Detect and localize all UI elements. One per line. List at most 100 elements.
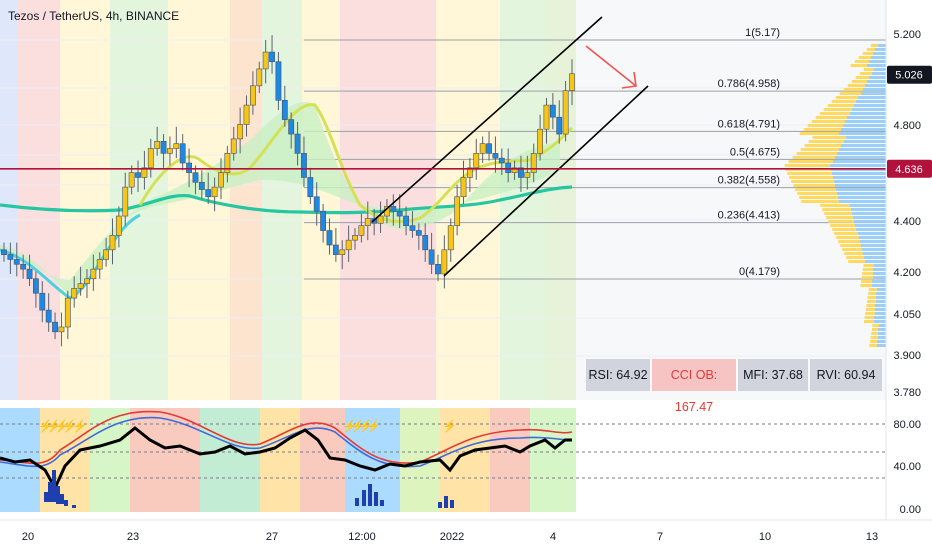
channel-upper-line[interactable] [371, 16, 603, 223]
candle-body-78 [498, 157, 505, 164]
price-tick-label: 4.200 [893, 267, 921, 279]
osc-volume-bar-1 [48, 482, 52, 502]
ma-slow-line [0, 185, 573, 215]
vp-bar-blue-172 [832, 172, 886, 175]
osc-volume-bar-6 [72, 505, 76, 508]
lightning-icon: ⚡ [342, 419, 357, 433]
candle-body-71 [454, 196, 461, 227]
time-tick-label: 27 [266, 531, 278, 543]
vp-bar-yellow-56 [858, 56, 871, 59]
channel-lower-line[interactable] [443, 85, 649, 277]
background-zones [0, 0, 576, 400]
osc-zone-7 [345, 408, 400, 512]
candle-body-66 [422, 235, 429, 251]
vp-bar-blue-264 [874, 264, 886, 267]
vp-bar-yellow-172 [787, 172, 832, 175]
candle-body-61 [390, 206, 397, 212]
vp-bar-yellow-152 [796, 152, 837, 155]
vp-bar-yellow-68 [863, 68, 874, 71]
fibonacci-retracement[interactable]: 1(5.17) 0.786(4.958) 0.618(4.791) 0.5(4.675… [304, 27, 886, 280]
osc-volume-bar-5 [64, 500, 68, 506]
vp-bar-yellow-136 [812, 136, 846, 139]
vp-bar-yellow-176 [789, 176, 833, 179]
vp-bar-yellow-140 [808, 140, 844, 143]
candle-body-48 [307, 177, 314, 198]
candle-body-38 [243, 104, 250, 125]
ascending-channel[interactable] [371, 16, 649, 277]
current-price-tag[interactable] [887, 65, 932, 84]
vp-bar-yellow-148 [800, 148, 839, 151]
vp-bar-blue-224 [855, 224, 886, 227]
lightning-icon: ⚡ [442, 419, 457, 433]
candle-body-36 [230, 138, 237, 154]
zone-band-7 [302, 0, 340, 400]
osc-zone-11 [530, 408, 576, 512]
osc-zone-10 [490, 408, 530, 512]
lightning-icon: ⚡ [54, 419, 69, 433]
candle-body-74 [473, 153, 480, 169]
vp-bar-yellow-52 [862, 52, 873, 55]
time-axis[interactable]: 20 23 27 12:00 2022 4 7 10 13 [0, 519, 932, 543]
candle-body-6 [39, 292, 46, 311]
candle-body-67 [428, 249, 435, 265]
candle-body-25 [160, 140, 167, 154]
candle-body-81 [518, 167, 524, 178]
vp-bar-blue-192 [837, 192, 886, 195]
candle-body-28 [179, 143, 186, 164]
candle-body-64 [409, 225, 416, 231]
fib-label-1: 1(5.17) [745, 27, 780, 39]
price-axis[interactable]: 5.2004.8004.6004.4004.2004.0503.9003.780… [885, 0, 932, 520]
candle-body-65 [415, 230, 422, 236]
vp-bar-blue-100 [856, 100, 886, 103]
vp-bar-blue-140 [844, 140, 886, 143]
candle-body-17 [109, 235, 116, 251]
vp-bar-yellow-248 [842, 248, 862, 251]
price-tick-label: 3.900 [893, 350, 921, 362]
candle-body-4 [26, 268, 33, 280]
candle-body-22 [141, 167, 148, 178]
vp-bar-blue-136 [846, 136, 886, 139]
candle-body-44 [281, 99, 288, 120]
vp-bar-blue-48 [875, 48, 886, 51]
vp-bar-blue-308 [875, 308, 886, 311]
vp-bar-blue-152 [837, 152, 886, 155]
candle-body-5 [33, 278, 39, 294]
lightning-icon: ⚡ [38, 419, 53, 433]
vp-bar-blue-336 [878, 336, 886, 339]
vp-bar-yellow-316 [864, 316, 874, 319]
osc-volume-bar-0 [44, 492, 48, 502]
vp-bar-yellow-272 [862, 272, 873, 275]
vp-bar-blue-132 [839, 132, 886, 135]
vp-bar-blue-208 [851, 208, 886, 211]
level-price-tag[interactable] [887, 159, 932, 178]
candle-body-80 [511, 167, 518, 173]
candle-body-54 [345, 239, 352, 251]
vp-bar-yellow-276 [861, 276, 873, 279]
vp-bar-yellow-312 [865, 312, 875, 315]
candle-body-82 [524, 172, 531, 178]
vp-bar-yellow-296 [867, 296, 876, 299]
candle-body-39 [249, 85, 256, 106]
vp-bar-yellow-116 [815, 116, 847, 119]
candle-body-26 [167, 148, 173, 154]
vp-bar-blue-164 [830, 164, 886, 167]
projection-arrow-shaft[interactable] [585, 45, 637, 87]
candle-body-47 [301, 153, 307, 178]
candle-body-24 [154, 140, 161, 149]
current-price-label: 5.026 [895, 70, 923, 82]
vp-bar-yellow-240 [838, 240, 860, 243]
lightning-icon: ⚡ [62, 419, 77, 433]
candle-body-29 [186, 162, 192, 173]
candle-body-23 [147, 148, 154, 169]
vp-bar-blue-96 [858, 96, 886, 99]
vp-bar-yellow-208 [822, 208, 851, 211]
projection-arrow-head[interactable] [621, 71, 637, 89]
vp-bar-blue-52 [873, 52, 886, 55]
vp-bar-blue-108 [852, 108, 886, 111]
price-tick-label: 4.050 [893, 309, 921, 321]
candle-body-86 [549, 104, 556, 118]
vp-bar-yellow-284 [860, 284, 872, 287]
candle-body-21 [135, 172, 141, 178]
vp-bar-blue-292 [876, 292, 886, 295]
